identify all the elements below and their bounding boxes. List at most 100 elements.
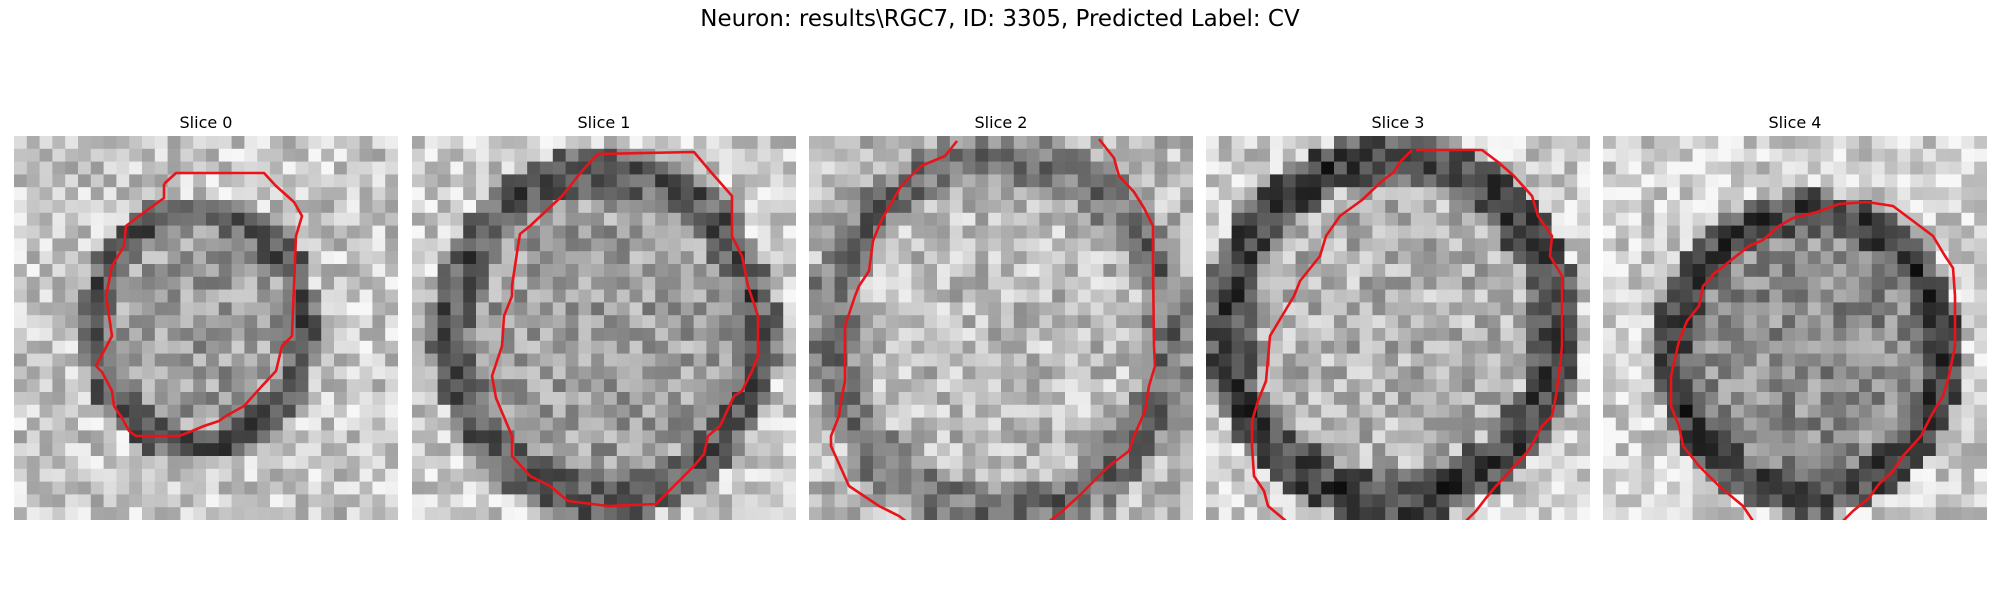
pixel-cell: [924, 315, 938, 329]
pixel-cell: [321, 340, 335, 355]
pixel-cell: [1731, 212, 1745, 227]
pixel-cell: [937, 212, 951, 227]
pixel-cell: [1398, 468, 1412, 483]
pixel-cell: [1897, 136, 1911, 150]
pixel-cell: [154, 379, 169, 393]
pixel-cell: [1206, 417, 1220, 431]
pixel-cell: [604, 353, 618, 367]
pixel-cell: [321, 200, 335, 214]
pixel-cell: [1628, 302, 1642, 316]
pixel-cell: [655, 456, 669, 470]
pixel-cell: [873, 302, 887, 316]
pixel-cell: [1705, 353, 1719, 367]
pixel-cell: [1641, 366, 1655, 380]
pixel-cell: [1308, 353, 1322, 367]
pixel-cell: [1577, 481, 1590, 495]
pixel-cell: [757, 238, 771, 252]
pixel-cell: [552, 251, 567, 265]
pixel-cell: [975, 289, 989, 303]
pixel-cell: [1807, 507, 1822, 520]
slice-svg-4: [1603, 136, 1987, 520]
pixel-cell: [1974, 417, 1987, 431]
pixel-cell: [578, 379, 592, 393]
pixel-cell: [1743, 302, 1758, 316]
pixel-cell: [693, 136, 707, 150]
pixel-cell: [385, 315, 398, 329]
pixel-cell: [1398, 225, 1412, 239]
pixel-cell: [488, 315, 503, 329]
pixel-cell: [706, 276, 720, 291]
pixel-cell: [988, 251, 1002, 265]
pixel-cell: [308, 481, 322, 495]
pixel-cell: [873, 417, 887, 431]
pixel-cell: [206, 289, 220, 303]
pixel-cell: [116, 379, 130, 393]
pixel-cell: [1577, 430, 1590, 444]
pixel-cell: [1884, 187, 1898, 201]
pixel-cell: [527, 136, 541, 150]
pixel-cell: [1871, 328, 1886, 342]
pixel-cell: [308, 328, 322, 342]
pixel-cell: [1974, 264, 1987, 278]
pixel-cell: [385, 404, 398, 419]
pixel-cell: [988, 225, 1002, 239]
pixel-cell: [437, 161, 451, 175]
pixel-cell: [1692, 417, 1706, 431]
pixel-cell: [1257, 187, 1271, 201]
pixel-cell: [1564, 481, 1578, 495]
pixel-cell: [655, 238, 669, 252]
pixel-cell: [1718, 276, 1732, 291]
pixel-cell: [1500, 392, 1514, 406]
pixel-cell: [244, 328, 258, 342]
pixel-cell: [1423, 456, 1437, 470]
pixel-cell: [1731, 238, 1745, 252]
pixel-cell: [154, 340, 169, 355]
pixel-cell: [578, 264, 592, 278]
pixel-cell: [1257, 225, 1271, 239]
pixel-cell: [1667, 315, 1681, 329]
pixel-cell: [847, 148, 861, 163]
pixel-cell: [668, 276, 682, 291]
pixel-cell: [847, 353, 861, 367]
pixel-cell: [783, 443, 796, 457]
pixel-cell: [1718, 200, 1732, 214]
pixel-cell: [463, 225, 477, 239]
pixel-cell: [1103, 225, 1117, 239]
pixel-cell: [180, 353, 194, 367]
pixel-cell: [1449, 251, 1463, 265]
pixel-cell: [424, 328, 439, 342]
pixel-cell: [1449, 468, 1463, 483]
pixel-cell: [693, 468, 707, 483]
pixel-cell: [1769, 404, 1783, 419]
pixel-cell: [770, 251, 784, 265]
pixel-cell: [668, 200, 682, 214]
pixel-cell: [1359, 148, 1373, 163]
pixel-cell: [527, 417, 541, 431]
pixel-cell: [809, 174, 823, 188]
pixel-cell: [1859, 328, 1873, 342]
pixel-cell: [1871, 276, 1886, 291]
pixel-cell: [1820, 225, 1834, 239]
pixel-cell: [1692, 251, 1706, 265]
pixel-cell: [450, 468, 464, 483]
pixel-cell: [860, 392, 874, 406]
pixel-cell: [26, 251, 41, 265]
pixel-cell: [1385, 456, 1399, 470]
pixel-cell: [1884, 430, 1898, 444]
pixel-cell: [1679, 379, 1694, 393]
pixel-cell: [359, 430, 373, 444]
pixel-cell: [39, 340, 53, 355]
pixel-cell: [1462, 212, 1476, 227]
pixel-cell: [1116, 289, 1130, 303]
pixel-cell: [488, 148, 503, 163]
pixel-cell: [1577, 494, 1590, 508]
pixel-cell: [295, 174, 309, 188]
pixel-cell: [206, 264, 220, 278]
pixel-cell: [527, 148, 541, 163]
pixel-cell: [308, 136, 322, 150]
pixel-cell: [898, 225, 912, 239]
pixel-cell: [988, 289, 1002, 303]
pixel-cell: [321, 456, 335, 470]
pixel-cell: [14, 187, 28, 201]
pixel-cell: [372, 161, 386, 175]
